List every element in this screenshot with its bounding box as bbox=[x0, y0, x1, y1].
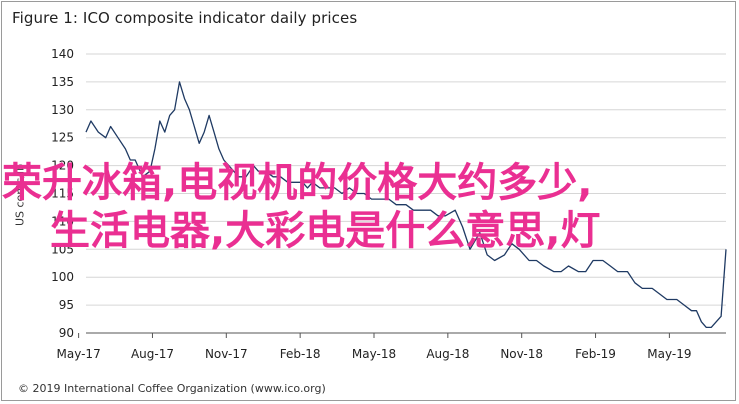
y-tick-label: 140 bbox=[51, 47, 74, 61]
x-tick-label: Nov-18 bbox=[500, 347, 543, 361]
y-tick-label: 100 bbox=[51, 270, 74, 284]
y-tick-label: 120 bbox=[51, 159, 74, 173]
overlay-text-line-1: 荣升冰箱,电视机的价格大约多少, bbox=[2, 160, 593, 206]
x-tick-label: May-18 bbox=[352, 347, 396, 361]
x-tick-label: Feb-19 bbox=[575, 347, 616, 361]
y-tick-label: 105 bbox=[51, 242, 74, 256]
y-tick-label: 95 bbox=[59, 298, 74, 312]
y-tick-label: 110 bbox=[51, 214, 74, 228]
x-tick-label: Nov-17 bbox=[205, 347, 248, 361]
price-series-line bbox=[85, 81, 727, 329]
y-tick-label: 130 bbox=[51, 103, 74, 117]
copyright-note: © 2019 International Coffee Organization… bbox=[18, 382, 326, 395]
y-tick-label: 90 bbox=[59, 326, 74, 340]
y-tick-label: 135 bbox=[51, 75, 74, 89]
y-tick-label: 125 bbox=[51, 131, 74, 145]
x-tick-label: May-17 bbox=[57, 347, 101, 361]
y-tick-label: 115 bbox=[51, 187, 74, 201]
x-tick-label: Aug-18 bbox=[426, 347, 469, 361]
x-tick-label: Aug-17 bbox=[131, 347, 174, 361]
x-tick-label: May-19 bbox=[647, 347, 691, 361]
overlay-text-line-2: 生活电器,大彩电是什么意思,灯 bbox=[50, 208, 601, 254]
chart-title: Figure 1: ICO composite indicator daily … bbox=[12, 9, 358, 27]
x-tick-label: Feb-18 bbox=[280, 347, 321, 361]
